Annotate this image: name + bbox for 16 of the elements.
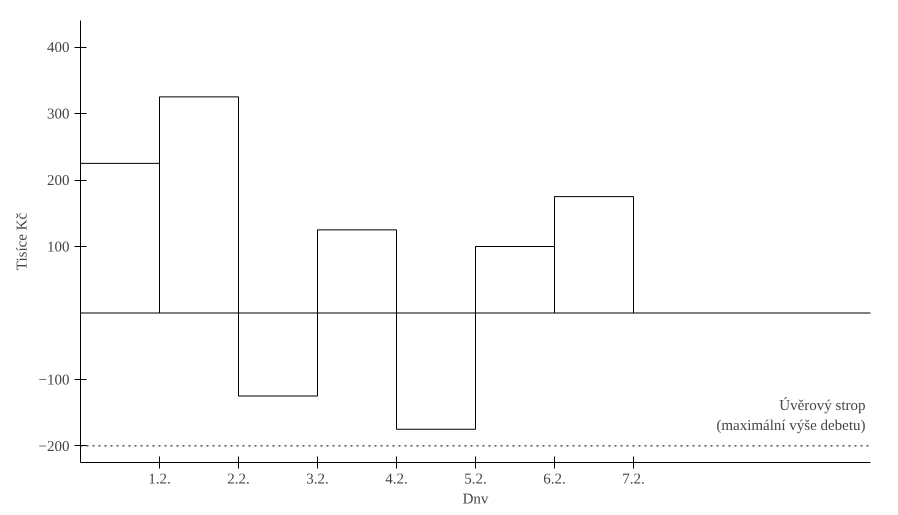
y-axis-title: Tisíce Kč [14, 212, 31, 270]
y-tick-label: 300 [47, 106, 70, 123]
x-axis-title: Dnv [462, 492, 489, 508]
y-tick-label: −100 [38, 372, 70, 388]
x-tick-label: 1.2. [148, 472, 171, 488]
y-tick-label: −200 [38, 438, 70, 455]
y-tick-label: 400 [47, 40, 70, 56]
x-tick-label: 3.2. [306, 472, 329, 488]
x-tick-label: 6.2. [543, 472, 566, 488]
y-tick-label: 200 [47, 173, 70, 190]
ref-line-label: Úvěrový strop (maximální výše debetu) [716, 396, 866, 434]
x-tick-label: 4.2. [385, 472, 408, 488]
y-tick-label: 100 [47, 239, 70, 256]
x-tick-label: 2.2. [227, 472, 250, 488]
x-tick-label: 7.2. [622, 472, 645, 488]
x-tick-label: 5.2. [464, 472, 487, 488]
